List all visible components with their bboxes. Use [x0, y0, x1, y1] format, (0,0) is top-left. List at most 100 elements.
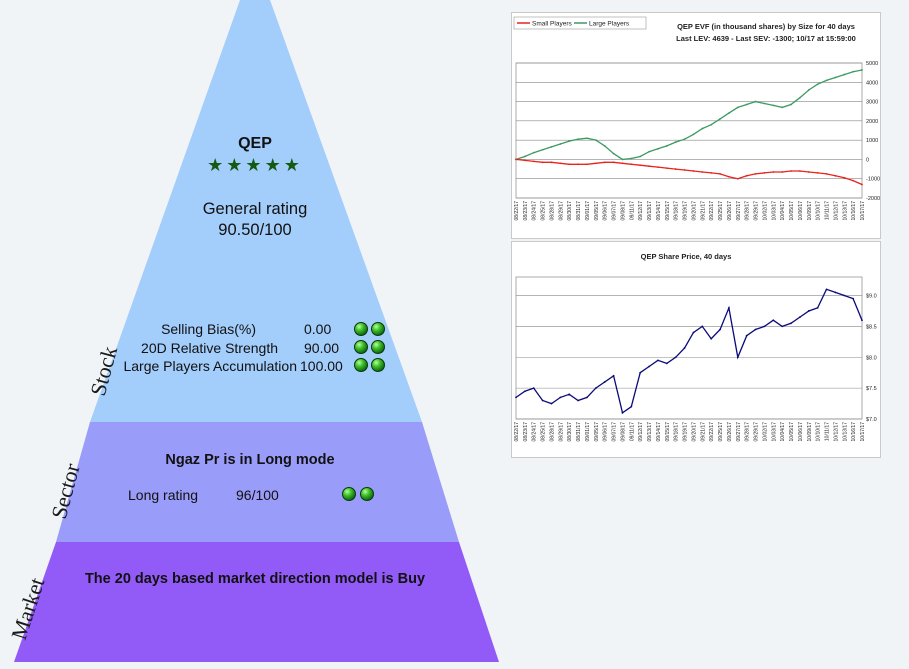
x-tick-label: 10/11/17: [825, 422, 831, 441]
data-point: [515, 158, 517, 161]
x-tick-label: 10/16/17: [851, 201, 857, 221]
data-point: [621, 411, 624, 414]
x-tick-label: 10/09/17: [807, 422, 813, 442]
data-point: [612, 161, 615, 164]
data-point: [577, 399, 580, 402]
star-icon: ★: [245, 155, 265, 175]
data-point: [763, 102, 766, 105]
x-tick-label: 09/29/17: [754, 422, 760, 442]
x-tick-label: 09/05/17: [594, 201, 600, 221]
x-tick-label: 08/23/17: [523, 201, 529, 221]
x-tick-label: 08/29/17: [558, 422, 564, 442]
data-point: [523, 155, 526, 158]
x-tick-label: 08/24/17: [532, 201, 538, 221]
data-point: [532, 151, 535, 154]
x-tick-label: 10/11/17: [825, 201, 831, 220]
x-tick-label: 09/12/17: [638, 422, 644, 442]
data-point: [745, 103, 748, 106]
x-tick-label: 10/13/17: [842, 201, 848, 221]
x-tick-label: 09/22/17: [709, 201, 715, 221]
data-point: [692, 331, 695, 334]
general-rating: General rating 90.50/100: [170, 199, 340, 241]
data-point: [577, 163, 580, 166]
x-tick-label: 10/09/17: [807, 201, 813, 221]
x-tick-label: 09/27/17: [736, 422, 742, 442]
x-tick-label: 10/12/17: [833, 201, 839, 221]
data-point: [798, 96, 801, 99]
x-tick-label: 10/05/17: [789, 201, 795, 221]
x-tick-label: 10/06/17: [798, 422, 804, 442]
x-tick-label: 08/22/17: [514, 201, 520, 221]
data-point: [852, 297, 855, 300]
data-point: [550, 402, 553, 405]
market-direction-text: The 20 days based market direction model…: [84, 571, 426, 587]
data-point: [683, 347, 686, 349]
x-tick-label: 09/20/17: [691, 201, 697, 221]
x-tick-label: 09/01/17: [585, 422, 591, 442]
data-point: [825, 288, 828, 291]
data-point: [745, 174, 748, 177]
data-point: [594, 139, 597, 142]
green-dot-icon: [371, 322, 385, 336]
data-point: [710, 337, 713, 340]
data-point: [586, 163, 588, 166]
green-dot-icon: [371, 340, 385, 354]
long-rating-label: Long rating: [128, 487, 199, 503]
green-dot-icon: [354, 322, 368, 336]
data-point: [781, 106, 784, 109]
star-icon: ★: [264, 155, 284, 175]
data-point: [834, 76, 837, 79]
x-tick-label: 09/19/17: [683, 201, 689, 221]
data-point: [559, 143, 562, 145]
x-tick-label: 08/31/17: [576, 422, 582, 442]
x-tick-label: 10/12/17: [833, 422, 839, 442]
data-point: [816, 83, 819, 86]
plot-area: [515, 62, 863, 199]
data-point: [861, 183, 863, 186]
data-point: [523, 390, 526, 393]
x-tick-label: 09/25/17: [718, 422, 724, 442]
x-tick-label: 09/13/17: [647, 422, 653, 442]
data-point: [639, 155, 642, 158]
x-tick-label: 09/26/17: [727, 201, 733, 221]
x-tick-label: 08/25/17: [541, 201, 547, 221]
x-tick-label: 10/04/17: [780, 201, 786, 221]
data-point: [701, 171, 704, 173]
data-point: [807, 89, 810, 91]
data-point: [719, 172, 721, 175]
x-tick-label: 09/18/17: [674, 422, 680, 442]
x-tick-label: 08/22/17: [514, 422, 520, 442]
data-point: [843, 176, 846, 179]
x-tick-label: 10/03/17: [771, 422, 777, 442]
data-point: [798, 316, 801, 319]
series-line-price: [515, 288, 863, 414]
data-point: [612, 152, 615, 155]
x-tick-label: 09/06/17: [603, 422, 609, 442]
series-line-small-players: [515, 158, 863, 186]
data-point: [807, 310, 810, 312]
stock-ticker[interactable]: QEP: [238, 135, 272, 152]
data-point: [657, 166, 659, 169]
data-point: [861, 319, 863, 322]
data-point: [772, 171, 775, 173]
x-tick-label: 10/03/17: [771, 201, 777, 221]
stock-band: [90, 0, 422, 422]
data-point: [843, 73, 846, 76]
y-tick-label: 4000: [866, 80, 878, 86]
data-point: [559, 396, 562, 399]
data-point: [648, 150, 650, 153]
data-point: [630, 157, 633, 160]
y-tick-label: -2000: [866, 196, 880, 202]
x-tick-label: 09/01/17: [585, 201, 591, 221]
data-point: [790, 322, 792, 325]
market-band: [14, 542, 499, 662]
evf-legend: Small Players Large Players: [513, 16, 647, 30]
data-point: [630, 405, 633, 408]
data-point: [710, 123, 713, 126]
x-tick-label: 09/08/17: [620, 422, 626, 442]
price-chart-title: QEP Share Price, 40 days: [641, 252, 732, 261]
relative-strength-label: 20D Relative Strength: [141, 340, 278, 356]
data-point: [657, 359, 659, 362]
x-tick-label: 08/30/17: [567, 201, 573, 221]
